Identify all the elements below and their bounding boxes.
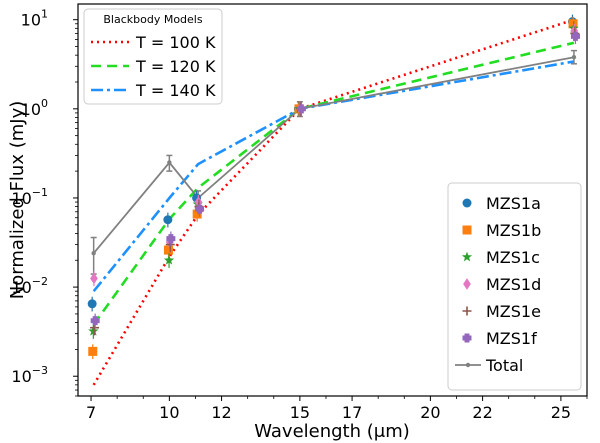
y-tick-label: 101 xyxy=(21,8,48,30)
MZS1f-point xyxy=(296,104,306,114)
x-tick-label: 22 xyxy=(472,403,492,422)
total-legend-marker xyxy=(465,362,471,368)
MZS1c-point xyxy=(88,325,99,336)
MZS1b-point xyxy=(568,19,578,29)
x-axis-title: Wavelength (μm) xyxy=(254,421,410,442)
MZS1f-point xyxy=(570,31,580,41)
models-legend: Blackbody Models T = 100 K T = 120 K T = 1… xyxy=(83,8,223,105)
models-legend-title: Blackbody Models xyxy=(103,13,202,26)
MZS1f-point xyxy=(90,316,100,326)
MZS1b-legend-marker xyxy=(462,225,472,235)
x-tick-label: 20 xyxy=(420,403,440,422)
y-tick-label: 10−3 xyxy=(11,364,48,386)
total-legend-label: Total xyxy=(485,356,523,375)
x-tick-label: 25 xyxy=(551,403,571,422)
series-legend-label: MZS1b xyxy=(486,221,541,240)
plot-frame xyxy=(77,3,588,397)
plot-area xyxy=(87,14,580,386)
series-legend-label: MZS1f xyxy=(486,329,537,348)
MZS1b-point xyxy=(192,209,202,219)
y-axis-title: Normalized Flux (mJy) xyxy=(7,101,28,299)
y-axis: 10−3 10−2 10−1 100 101 xyxy=(11,8,78,397)
MZS1e-legend-marker xyxy=(462,306,472,316)
x-axis: 7 10 12 15 17 20 22 25 xyxy=(86,396,588,422)
models-legend-label: T = 100 K xyxy=(135,33,216,52)
MZS1f-point xyxy=(195,204,205,214)
series-legend-label: MZS1d xyxy=(486,275,541,294)
MZS1a-point xyxy=(87,299,97,309)
y-tick-label: 10−2 xyxy=(11,275,48,297)
x-tick-label: 15 xyxy=(290,403,310,422)
MZS1b-point xyxy=(163,245,173,255)
series-legend-label: MZS1c xyxy=(486,248,540,267)
x-tick-label: 10 xyxy=(159,403,179,422)
models-legend-label: T = 120 K xyxy=(135,57,216,76)
model-curve-3 xyxy=(92,60,575,293)
series-legend-label: MZS1a xyxy=(486,194,541,213)
series-legend-label: MZS1e xyxy=(486,302,541,321)
MZS1c-point xyxy=(163,254,175,265)
MZS1a-point xyxy=(163,215,173,225)
MZS1a-legend-marker xyxy=(462,198,472,208)
x-tick-label: 12 xyxy=(211,403,231,422)
MZS1f-legend-marker xyxy=(462,333,472,343)
MZS1b-point xyxy=(88,346,98,356)
total-point xyxy=(91,251,96,256)
MZS1d-legend-marker xyxy=(463,278,471,290)
models-legend-box xyxy=(83,8,223,105)
MZS1c-legend-marker xyxy=(461,251,473,262)
y-tick-label: 10−1 xyxy=(11,186,48,208)
x-tick-label: 7 xyxy=(86,403,96,422)
series-legend-box xyxy=(447,182,582,391)
total-point xyxy=(571,54,577,60)
x-tick-label: 17 xyxy=(342,403,362,422)
MZS1d-point xyxy=(90,272,98,285)
series-legend: MZS1a MZS1b MZS1c MZS1d MZS1e MZS1f Total xyxy=(447,182,582,391)
total-point xyxy=(167,160,172,165)
models-legend-label: T = 140 K xyxy=(135,81,216,100)
y-tick-label: 100 xyxy=(21,97,48,119)
model-curve-2 xyxy=(92,41,575,326)
MZS1f-point xyxy=(166,234,176,244)
